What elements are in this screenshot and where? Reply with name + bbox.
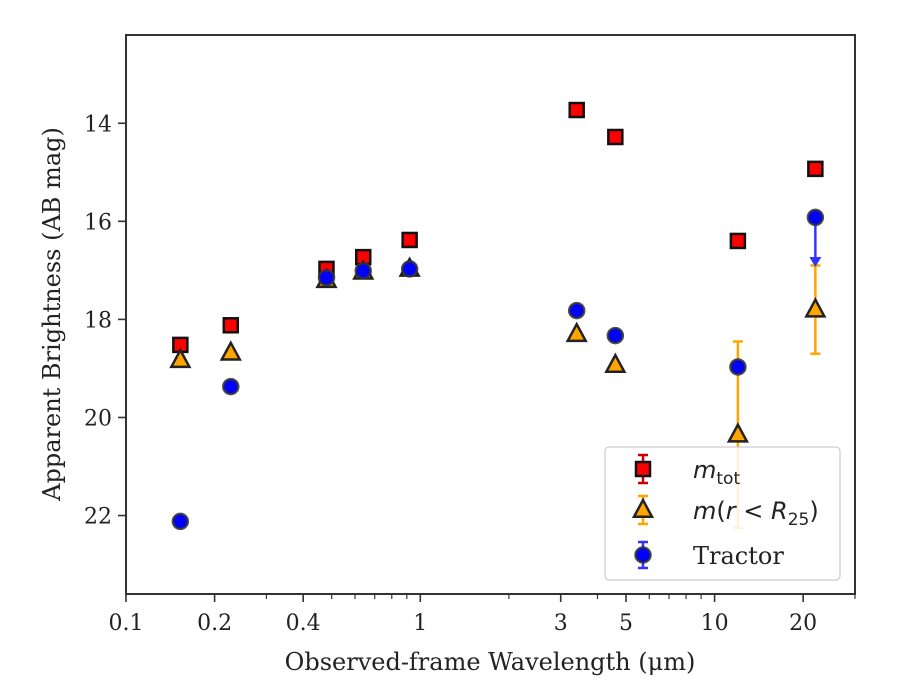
- legend-entry-tractor: Tractor: [634, 540, 784, 570]
- data-point: [806, 208, 825, 227]
- data-point: [565, 321, 588, 343]
- y-tick-label: 16: [84, 210, 112, 235]
- data-point: [222, 377, 240, 396]
- data-layer: [169, 101, 827, 531]
- data-point: [354, 262, 373, 280]
- data-point: [729, 232, 747, 250]
- upper-limit-arrowhead: [809, 257, 822, 268]
- data-point: [568, 101, 585, 119]
- data-point: [567, 301, 586, 320]
- x-axis-label: Observed-frame Wavelength (μm): [285, 648, 696, 676]
- x-tick-label: 0.1: [109, 611, 144, 636]
- data-point: [169, 347, 192, 369]
- data-point: [726, 422, 749, 443]
- x-tick-label: 3: [554, 611, 568, 636]
- y-tick-label: 18: [84, 308, 112, 333]
- data-point: [606, 326, 625, 345]
- data-point: [401, 231, 418, 249]
- data-point: [729, 358, 747, 376]
- data-point: [222, 317, 240, 334]
- legend-marker: [631, 497, 655, 518]
- legend-marker: [634, 546, 652, 564]
- data-point: [607, 128, 624, 146]
- data-point: [219, 340, 242, 361]
- data-point: [804, 297, 827, 318]
- data-point: [317, 268, 336, 287]
- data-point: [171, 512, 190, 531]
- x-tick-label: 1: [413, 611, 427, 636]
- series-tractor: [171, 208, 825, 531]
- axes: 0.1 0.2 0.4 1 3 5 10 20 14 16 18 20 22: [84, 34, 856, 636]
- y-tick-label: 22: [84, 505, 112, 530]
- legend-marker: [634, 460, 652, 478]
- x-tick-label: 10: [701, 611, 729, 636]
- x-tick-label: 20: [789, 611, 817, 636]
- series-mtot: [172, 101, 824, 354]
- legend-box: [604, 446, 841, 581]
- x-tick-label: 5: [619, 611, 633, 636]
- y-axis-label: Apparent Brightness (AB mag): [38, 127, 66, 502]
- data-point: [807, 160, 824, 178]
- y-tick-label: 14: [84, 112, 112, 137]
- legend-label: Tractor: [693, 542, 784, 570]
- y-tick-label: 20: [84, 406, 112, 431]
- x-tick-label: 0.4: [286, 611, 321, 636]
- data-point: [604, 352, 627, 373]
- data-point: [400, 260, 419, 278]
- plot-frame: [125, 34, 856, 595]
- x-tick-label: 0.2: [197, 611, 232, 636]
